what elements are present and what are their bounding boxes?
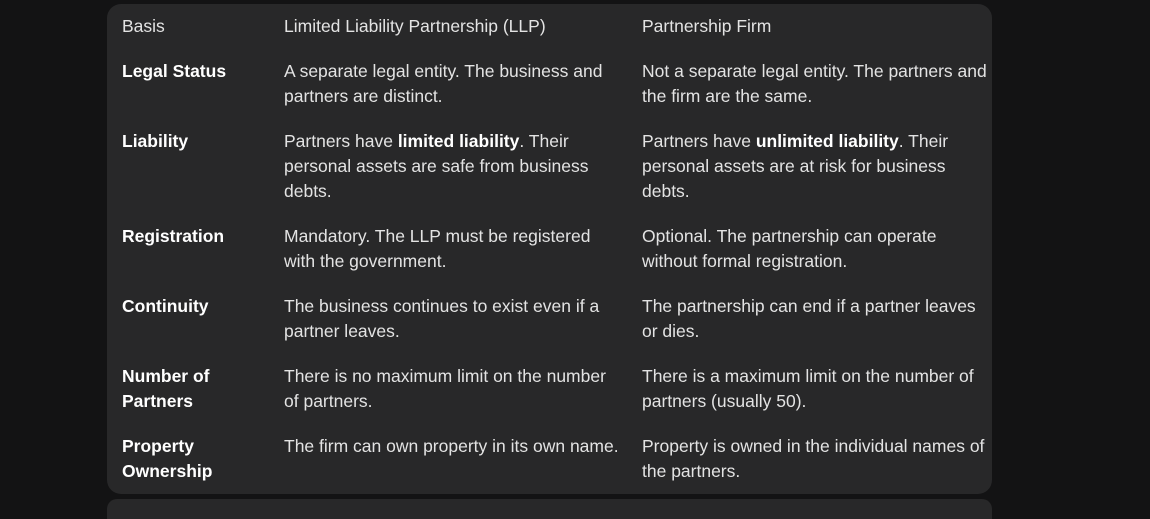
row-llp-cell: There is no maximum limit on the number …	[284, 366, 606, 411]
row-firm-cell: Optional. The partnership can operate wi…	[642, 226, 937, 271]
row-llp-cell: Mandatory. The LLP must be registered wi…	[284, 226, 591, 271]
row-llp-cell: The business continues to exist even if …	[284, 296, 600, 341]
row-llp-cell: Partners have limited liability. Their p…	[284, 129, 624, 204]
cell-text: Partners have	[642, 131, 756, 151]
header-basis: Basis	[122, 16, 165, 36]
row-basis-label: Liability	[122, 131, 189, 151]
row-firm-cell: Property is owned in the individual name…	[642, 436, 985, 481]
next-block-edge	[107, 499, 992, 519]
row-firm-cell: Partners have unlimited liability. Their…	[642, 129, 987, 204]
row-llp-cell: A separate legal entity. The business an…	[284, 61, 603, 106]
row-firm-cell: The partnership can end if a partner lea…	[642, 296, 976, 341]
row-firm-cell: Not a separate legal entity. The partner…	[642, 61, 987, 106]
row-basis-label: Number of Partners	[122, 366, 210, 411]
bold-term: limited liability	[397, 131, 520, 151]
header-llp: Limited Liability Partnership (LLP)	[284, 16, 546, 36]
cell-text: Partners have	[284, 131, 398, 151]
row-basis-label: Continuity	[122, 296, 209, 316]
comparison-table: Basis Limited Liability Partnership (LLP…	[107, 4, 992, 494]
cell-text: . Their personal assets are at risk for …	[642, 131, 949, 201]
row-basis-label: Legal Status	[122, 61, 227, 81]
row-basis-label: Registration	[122, 226, 225, 246]
row-firm-cell: There is a maximum limit on the number o…	[642, 366, 974, 411]
row-basis-label: Property Ownership	[122, 436, 213, 481]
cell-text: . Their personal assets are safe from bu…	[284, 131, 589, 201]
header-partnership-firm: Partnership Firm	[642, 16, 772, 36]
row-llp-cell: The firm can own property in its own nam…	[284, 436, 619, 456]
bold-term: unlimited liability	[755, 131, 899, 151]
